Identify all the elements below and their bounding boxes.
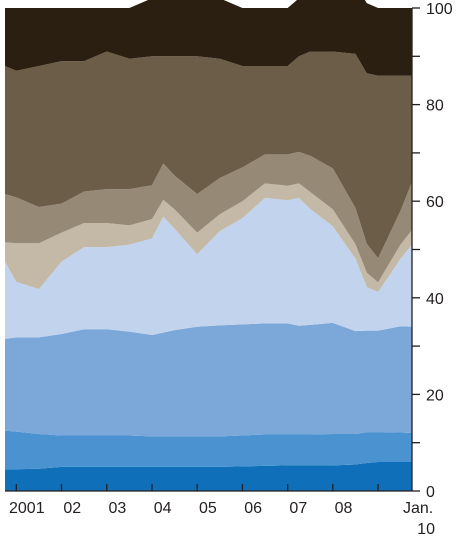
series-area-1: [5, 462, 412, 491]
x-tick-label: 05: [199, 500, 217, 517]
y-tick-label: 60: [426, 194, 444, 211]
axes: [5, 7, 420, 492]
y-tick-label: 40: [426, 291, 444, 308]
y-tick-label: 20: [426, 387, 444, 404]
x-tick-label: 07: [289, 500, 307, 517]
series-area-8: [5, 0, 412, 76]
x-tick-label: 2001: [9, 500, 45, 517]
series-area-2: [5, 430, 412, 470]
series-area-5: [5, 183, 412, 292]
y-tick-label: 0: [426, 484, 435, 501]
series-area-4: [5, 197, 412, 339]
x-tick-label: Jan.: [403, 500, 433, 517]
series-areas: [5, 0, 412, 491]
series-area-6: [5, 151, 412, 283]
x-tick-label: 03: [109, 500, 127, 517]
x-tick-label: 08: [335, 500, 353, 517]
x-tick-label: 10: [417, 521, 435, 538]
series-area-7: [5, 51, 412, 259]
series-area-3: [5, 322, 412, 437]
tick-labels: 0 20 40 60 80 100 2001 02 03 04 05 06 07 08 Jan. 10: [9, 1, 453, 538]
y-tick-label: 80: [426, 98, 444, 115]
x-tick-label: 02: [63, 500, 81, 517]
y-tick-label: 100: [426, 1, 453, 18]
x-tick-label: 04: [154, 500, 172, 517]
x-tick-label: 06: [244, 500, 262, 517]
